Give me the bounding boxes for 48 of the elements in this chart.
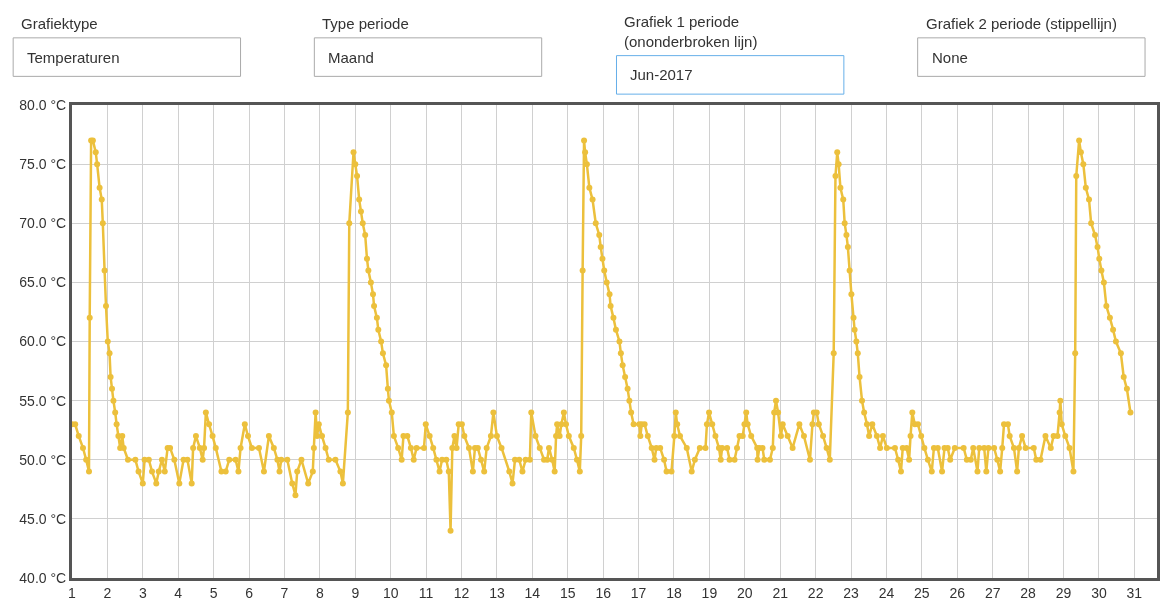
x-tick-label: 23 bbox=[843, 584, 860, 601]
text: Jun-2017 bbox=[630, 66, 693, 83]
text: Type periode bbox=[322, 15, 409, 32]
x-tick-label: 17 bbox=[630, 584, 647, 601]
x-tick-label: 24 bbox=[878, 584, 895, 601]
x-tick-label: 4 bbox=[174, 584, 183, 601]
text: Temperaturen bbox=[27, 49, 120, 66]
x-tick-label: 1 bbox=[68, 584, 77, 601]
x-tick-label: 5 bbox=[209, 584, 218, 601]
x-tick-label: 31 bbox=[1126, 584, 1143, 601]
y-tick-label: 65.0 °C bbox=[19, 274, 67, 291]
text: Grafiek 2 periode (stippellijn) bbox=[926, 15, 1117, 32]
x-tick-label: 29 bbox=[1055, 584, 1072, 601]
y-tick-label: 55.0 °C bbox=[19, 392, 67, 409]
x-tick-label: 13 bbox=[489, 584, 505, 601]
x-tick-label: 27 bbox=[984, 584, 1001, 601]
text: Grafiektype bbox=[21, 15, 98, 32]
x-tick-label: 3 bbox=[138, 584, 147, 601]
x-tick-label: 22 bbox=[807, 584, 824, 601]
x-tick-label: 10 bbox=[382, 584, 399, 601]
text: Maand bbox=[328, 49, 374, 66]
y-tick-label: 50.0 °C bbox=[19, 451, 67, 468]
x-tick-label: 6 bbox=[245, 584, 254, 601]
x-tick-label: 14 bbox=[524, 584, 541, 601]
text: None bbox=[932, 49, 968, 66]
y-tick-label: 60.0 °C bbox=[19, 333, 67, 350]
x-tick-label: 7 bbox=[280, 584, 289, 601]
x-tick-label: 28 bbox=[1020, 584, 1037, 601]
x-tick-label: 30 bbox=[1091, 584, 1107, 601]
x-tick-label: 15 bbox=[559, 584, 576, 601]
x-tick-label: 20 bbox=[737, 584, 753, 601]
y-tick-label: 75.0 °C bbox=[19, 156, 67, 173]
x-tick-label: 8 bbox=[315, 584, 324, 601]
x-tick-label: 19 bbox=[701, 584, 718, 601]
x-tick-label: 18 bbox=[666, 584, 682, 601]
y-tick-label: 80.0 °C bbox=[19, 96, 67, 113]
x-tick-label: 25 bbox=[914, 584, 930, 601]
x-tick-label: 2 bbox=[103, 584, 112, 601]
y-tick-label: 40.0 °C bbox=[19, 569, 67, 586]
x-tick-label: 12 bbox=[453, 584, 470, 601]
x-tick-label: 21 bbox=[772, 584, 789, 601]
x-tick-label: 26 bbox=[949, 584, 966, 601]
y-tick-label: 45.0 °C bbox=[19, 510, 67, 527]
x-tick-label: 16 bbox=[595, 584, 612, 601]
x-tick-label: 11 bbox=[418, 584, 434, 601]
text: Grafiek 1 periode (ononderbroken lijn) bbox=[624, 13, 758, 50]
x-tick-label: 9 bbox=[351, 584, 360, 601]
y-tick-label: 70.0 °C bbox=[19, 215, 67, 232]
